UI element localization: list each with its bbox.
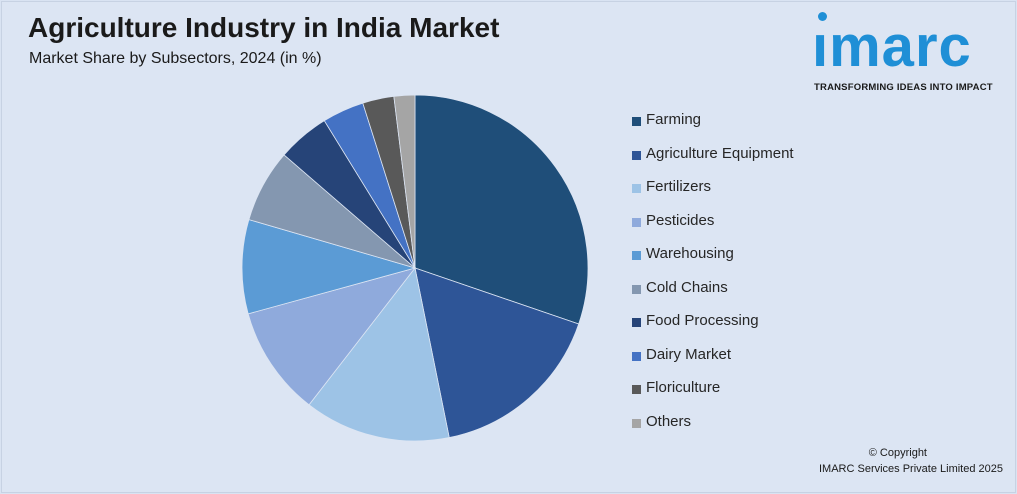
legend-item-floriculture: Floriculture bbox=[632, 379, 794, 413]
chart-legend: Farming Agriculture Equipment Fertilizers P… bbox=[632, 111, 794, 446]
legend-item-agriculture-equipment: Agriculture Equipment bbox=[632, 145, 794, 179]
legend-item-farming: Farming bbox=[632, 111, 794, 145]
legend-swatch bbox=[632, 184, 641, 193]
legend-item-others: Others bbox=[632, 413, 794, 447]
pie-slice-others bbox=[393, 94, 416, 269]
legend-label: Food Processing bbox=[646, 312, 759, 329]
legend-swatch bbox=[632, 351, 641, 361]
legend-swatch bbox=[632, 284, 641, 294]
legend-item-food-processing: Food Processing bbox=[632, 312, 794, 346]
pie-slice-agriculture-equipment bbox=[414, 267, 580, 439]
legend-swatch bbox=[632, 318, 641, 327]
legend-label: Agriculture Equipment bbox=[646, 144, 794, 162]
pie-chart bbox=[241, 94, 589, 442]
legend-swatch bbox=[632, 418, 641, 428]
legend-label: Floriculture bbox=[646, 379, 721, 396]
legend-item-warehousing: Warehousing bbox=[632, 245, 794, 279]
copyright-line-2: IMARC Services Private Limited 2025 bbox=[818, 463, 1003, 475]
legend-label: Warehousing bbox=[646, 245, 734, 262]
legend-label: Fertilizers bbox=[646, 178, 712, 195]
legend-label: Farming bbox=[646, 111, 702, 128]
legend-swatch bbox=[632, 385, 641, 394]
legend-item-pesticides: Pesticides bbox=[632, 212, 794, 246]
logo-dot bbox=[818, 12, 827, 21]
legend-swatch bbox=[632, 217, 641, 227]
pie-slice-pesticides bbox=[247, 267, 417, 406]
copyright-line-1: © Copyright bbox=[868, 447, 927, 459]
legend-item-dairy-market: Dairy Market bbox=[632, 346, 794, 380]
legend-label: Dairy Market bbox=[646, 345, 732, 363]
legend-item-cold-chains: Cold Chains bbox=[632, 279, 794, 313]
pie-slice-warehousing bbox=[241, 219, 417, 315]
legend-label: Others bbox=[646, 412, 692, 430]
pie-slice-fertilizers bbox=[308, 267, 450, 442]
legend-swatch bbox=[632, 117, 641, 126]
legend-swatch bbox=[632, 251, 641, 260]
legend-swatch bbox=[632, 150, 641, 160]
pie-slice-farming bbox=[414, 94, 589, 325]
legend-label: Pesticides bbox=[646, 211, 715, 229]
chart-subtitle: Market Share by Subsectors, 2024 (in %) bbox=[29, 50, 322, 67]
copyright-notice: © Copyright IMARC Services Private Limit… bbox=[819, 445, 1003, 477]
logo-tagline: TRANSFORMING IDEAS INTO IMPACT bbox=[814, 82, 993, 93]
legend-label: Cold Chains bbox=[646, 278, 728, 296]
logo-wordmark: ımarc bbox=[812, 14, 972, 79]
imarc-logo: ımarc TRANSFORMING IDEAS INTO IMPACT bbox=[812, 12, 1008, 96]
chart-title: Agriculture Industry in India Market bbox=[28, 12, 500, 43]
legend-item-fertilizers: Fertilizers bbox=[632, 178, 794, 212]
